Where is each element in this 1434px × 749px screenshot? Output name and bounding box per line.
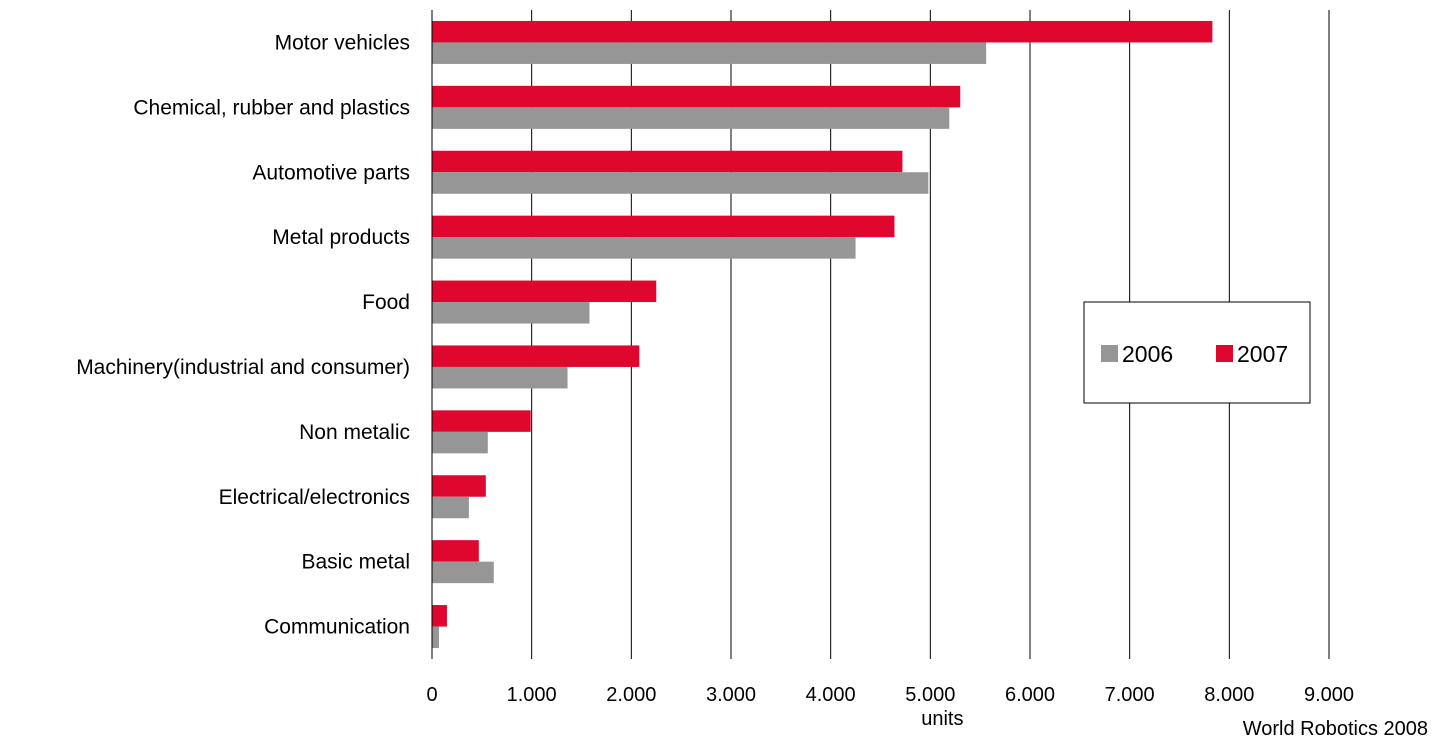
source-note: World Robotics 2008	[1242, 718, 1428, 740]
bar-2007	[432, 410, 531, 432]
bar-2007	[432, 150, 903, 173]
category-label: Motor vehicles	[275, 31, 410, 54]
bar-2007	[432, 345, 640, 367]
bar-2007	[432, 20, 1213, 43]
bar-2006	[432, 107, 950, 129]
bar-2006	[432, 431, 488, 454]
x-tick-label: 5.000	[905, 684, 955, 706]
bar-2006	[432, 42, 987, 64]
category-label: Non metalic	[299, 421, 410, 444]
legend: 2006 2007	[1083, 301, 1311, 404]
legend-label: 2007	[1237, 341, 1288, 367]
x-tick-label: 6.000	[1005, 684, 1055, 706]
category-label: Automotive parts	[252, 161, 410, 184]
bar-2007	[432, 85, 961, 108]
x-tick-label: 1.000	[507, 684, 557, 706]
bar-2006	[432, 561, 494, 584]
category-label: Machinery(industrial and consumer)	[76, 356, 410, 379]
bar-2007	[432, 605, 447, 627]
legend-swatch	[1101, 345, 1118, 362]
x-tick-label: 9.000	[1304, 684, 1354, 706]
bar-2007	[432, 540, 479, 562]
x-tick-label: 3.000	[706, 684, 756, 706]
category-label: Chemical, rubber and plastics	[133, 96, 410, 119]
category-label: Metal products	[272, 226, 410, 249]
category-labels: Motor vehicles Chemical, rubber and plast…	[76, 31, 410, 638]
bar-2006	[432, 302, 590, 324]
tick-labels: 0 1.000 2.000 3.000 4.000 5.000 6.000 7.000 8.00…	[426, 684, 1354, 706]
bar-2006	[432, 626, 439, 649]
bar-2006	[432, 496, 469, 519]
legend-label: 2006	[1122, 341, 1173, 367]
category-label: Electrical/electronics	[219, 486, 410, 509]
x-tick-label: 4.000	[806, 684, 856, 706]
bar-2006	[432, 366, 568, 389]
bar-2007	[432, 475, 486, 497]
bar-2007	[432, 215, 895, 238]
x-tick-label: 0	[426, 684, 437, 706]
category-label: Food	[362, 291, 410, 314]
legend-swatch	[1216, 345, 1233, 362]
bar-2006	[432, 237, 856, 259]
x-tick-label: 2.000	[606, 684, 656, 706]
x-tick-label: 7.000	[1105, 684, 1155, 706]
x-tick-label: 8.000	[1204, 684, 1254, 706]
category-label: Basic metal	[301, 551, 410, 574]
legend-box	[1083, 301, 1311, 404]
bars	[432, 20, 1213, 649]
bar-2007	[432, 280, 657, 303]
x-axis-title: units	[921, 708, 963, 730]
bar-2006	[432, 172, 929, 194]
category-label: Communication	[264, 616, 410, 639]
